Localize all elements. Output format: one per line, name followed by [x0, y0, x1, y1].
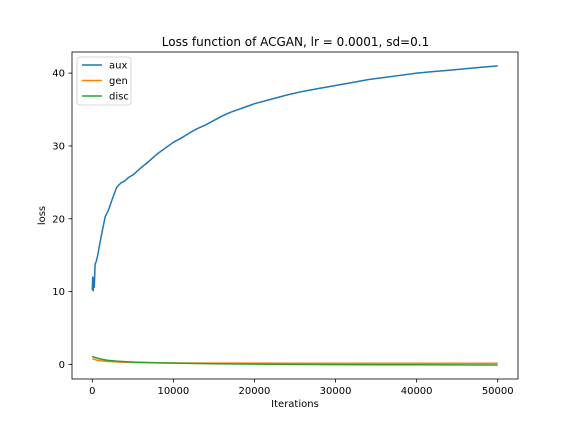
chart-title: Loss function of ACGAN, lr = 0.0001, sd=…: [162, 35, 429, 49]
y-tick-label: 30: [52, 141, 65, 152]
legend-label-disc: disc: [109, 92, 129, 103]
x-tick-label: 30000: [320, 386, 352, 397]
x-axis-label: Iterations: [271, 399, 319, 410]
y-tick-label: 0: [59, 360, 65, 371]
legend: aux gen disc: [76, 56, 132, 106]
axes-frame: [71, 51, 519, 380]
x-tick-label: 20000: [239, 386, 271, 397]
legend-label-gen: gen: [109, 76, 128, 87]
x-tick-label: 40000: [401, 386, 433, 397]
series-line-disc: [92, 355, 498, 366]
legend-box: [76, 56, 132, 106]
series-line-aux: [91, 65, 498, 292]
y-tick-label: 40: [52, 69, 65, 80]
x-tick-label: 0: [89, 386, 95, 397]
legend-label-aux: aux: [109, 61, 127, 72]
y-tick-label: 10: [52, 287, 65, 298]
x-tick-label: 10000: [157, 386, 189, 397]
y-axis-label: loss: [37, 206, 48, 225]
axis-ticks: 0 10000 20000 30000 40000 50000 0 10 20 30 40: [52, 69, 513, 397]
plot-area: [91, 65, 498, 366]
y-tick-label: 20: [52, 214, 65, 225]
x-tick-label: 50000: [482, 386, 514, 397]
